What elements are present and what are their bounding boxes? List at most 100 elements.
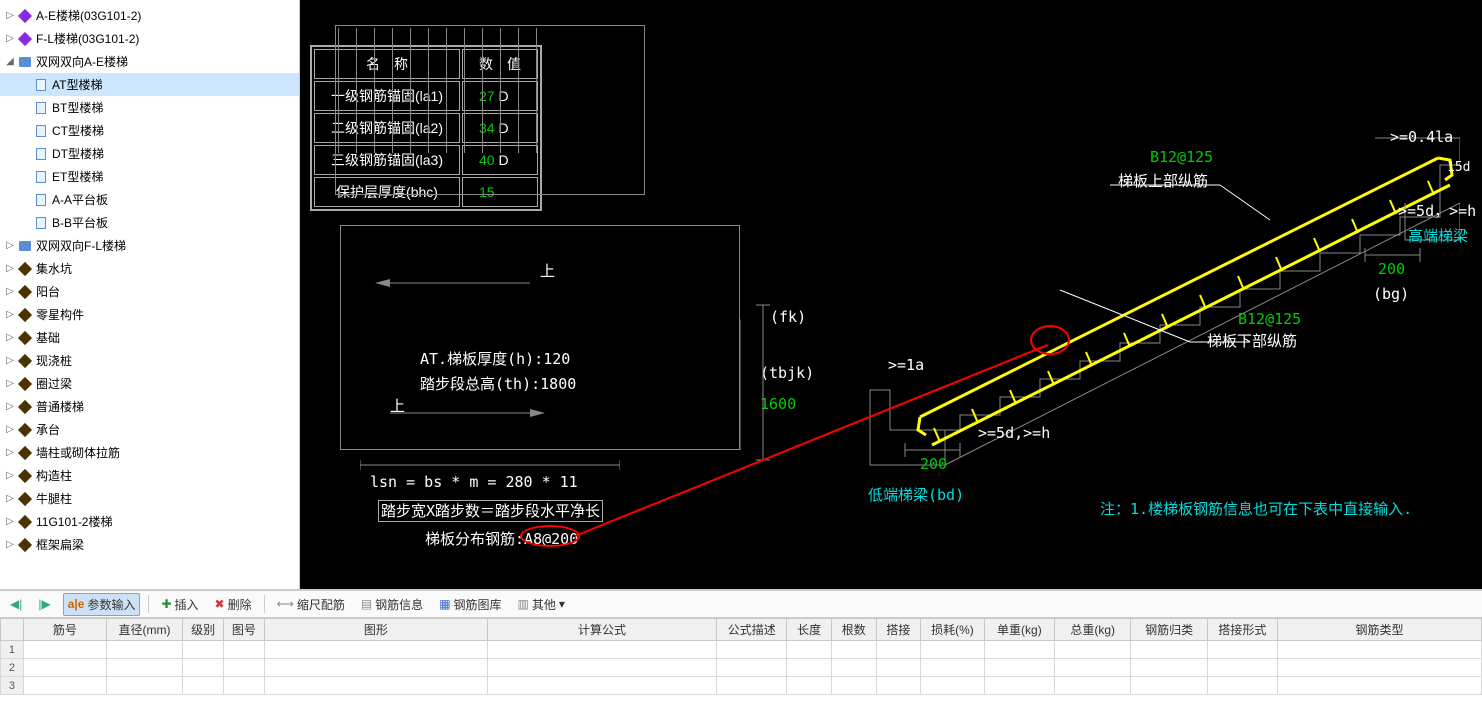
grid-cell[interactable] <box>106 659 182 677</box>
tree-item[interactable]: ▷普通楼梯 <box>0 395 299 418</box>
grid-cell[interactable] <box>224 677 265 695</box>
grid-header[interactable]: 图形 <box>264 619 487 641</box>
grid-cell[interactable] <box>1277 641 1481 659</box>
row-number[interactable]: 1 <box>1 641 24 659</box>
grid-cell[interactable] <box>717 677 787 695</box>
grid-cell[interactable] <box>921 677 985 695</box>
tree-toggle-icon[interactable]: ▷ <box>4 286 16 298</box>
grid-cell[interactable] <box>23 641 106 659</box>
grid-header[interactable]: 根数 <box>831 619 876 641</box>
tree-toggle-icon[interactable]: ◢ <box>4 56 16 68</box>
tree-item[interactable]: ET型楼梯 <box>0 165 299 188</box>
grid-cell[interactable] <box>1054 641 1130 659</box>
grid-cell[interactable] <box>1207 659 1277 677</box>
grid-cell[interactable] <box>787 641 832 659</box>
grid-header[interactable]: 钢筋归类 <box>1131 619 1207 641</box>
tree-toggle-icon[interactable]: ▷ <box>4 263 16 275</box>
grid-cell[interactable] <box>106 677 182 695</box>
tree-toggle-icon[interactable]: ▷ <box>4 539 16 551</box>
tree-item[interactable]: A-A平台板 <box>0 188 299 211</box>
tree-item[interactable]: ▷集水坑 <box>0 257 299 280</box>
tree-item[interactable]: ▷零星构件 <box>0 303 299 326</box>
tree-item[interactable]: ▷墙柱或砌体拉筋 <box>0 441 299 464</box>
tree-toggle-icon[interactable]: ▷ <box>4 447 16 459</box>
tree-item[interactable]: ▷A-E楼梯(03G101-2) <box>0 4 299 27</box>
grid-cell[interactable] <box>1131 641 1207 659</box>
tree-item[interactable]: ▷现浇桩 <box>0 349 299 372</box>
grid-header[interactable]: 单重(kg) <box>984 619 1054 641</box>
grid-cell[interactable] <box>106 641 182 659</box>
tree-item[interactable]: ▷F-L楼梯(03G101-2) <box>0 27 299 50</box>
tree-toggle-icon[interactable]: ▷ <box>4 401 16 413</box>
grid-header[interactable]: 计算公式 <box>487 619 716 641</box>
grid-cell[interactable] <box>787 659 832 677</box>
tree-item[interactable]: ▷承台 <box>0 418 299 441</box>
grid-cell[interactable] <box>831 659 876 677</box>
grid-cell[interactable] <box>1277 659 1481 677</box>
ruler-button[interactable]: ⟷缩尺配筋 <box>273 594 349 615</box>
rebar-lib-button[interactable]: ▦钢筋图库 <box>435 594 505 615</box>
row-number[interactable]: 3 <box>1 677 24 695</box>
grid-cell[interactable] <box>487 677 716 695</box>
grid-cell[interactable] <box>831 677 876 695</box>
tree-toggle-icon[interactable]: ▷ <box>4 309 16 321</box>
tree-item[interactable]: ◢双网双向A-E楼梯 <box>0 50 299 73</box>
tree-toggle-icon[interactable] <box>20 194 32 206</box>
tree-item[interactable]: B-B平台板 <box>0 211 299 234</box>
tree-item[interactable]: ▷框架扁梁 <box>0 533 299 556</box>
grid-header[interactable]: 公式描述 <box>717 619 787 641</box>
grid-cell[interactable] <box>876 659 921 677</box>
rebar-info-button[interactable]: ▤钢筋信息 <box>357 594 427 615</box>
tree-item[interactable]: ▷牛腿柱 <box>0 487 299 510</box>
grid-header[interactable]: 直径(mm) <box>106 619 182 641</box>
grid-cell[interactable] <box>1131 677 1207 695</box>
tree-toggle-icon[interactable]: ▷ <box>4 10 16 22</box>
tree-item[interactable]: DT型楼梯 <box>0 142 299 165</box>
grid-cell[interactable] <box>23 677 106 695</box>
tree-toggle-icon[interactable] <box>20 125 32 137</box>
tree-toggle-icon[interactable]: ▷ <box>4 332 16 344</box>
grid-cell[interactable] <box>183 659 224 677</box>
grid-cell[interactable] <box>1207 641 1277 659</box>
grid-cell[interactable] <box>1054 659 1130 677</box>
tree-toggle-icon[interactable]: ▷ <box>4 33 16 45</box>
grid-cell[interactable] <box>264 641 487 659</box>
tree-item[interactable]: ▷基础 <box>0 326 299 349</box>
tree-toggle-icon[interactable] <box>20 217 32 229</box>
param-input-button[interactable]: a|e 参数输入 <box>63 593 141 616</box>
tree-toggle-icon[interactable]: ▷ <box>4 378 16 390</box>
grid-cell[interactable] <box>984 659 1054 677</box>
grid-cell[interactable] <box>487 641 716 659</box>
grid-cell[interactable] <box>264 677 487 695</box>
insert-button[interactable]: ✚插入 <box>157 594 202 615</box>
grid-cell[interactable] <box>183 677 224 695</box>
cad-viewport[interactable]: 名 称 数 值 一级钢筋锚固(la1)27 D二级钢筋锚固(la2)34 D三级… <box>300 0 1482 589</box>
other-button[interactable]: ▥其他 ▾ <box>514 594 569 615</box>
grid-cell[interactable] <box>984 677 1054 695</box>
grid-cell[interactable] <box>921 641 985 659</box>
grid-cell[interactable] <box>717 659 787 677</box>
grid-header[interactable]: 搭接 <box>876 619 921 641</box>
tree-item[interactable]: ▷双网双向F-L楼梯 <box>0 234 299 257</box>
tree-toggle-icon[interactable] <box>20 79 32 91</box>
tree-toggle-icon[interactable] <box>20 102 32 114</box>
grid-cell[interactable] <box>921 659 985 677</box>
grid-header[interactable]: 总重(kg) <box>1054 619 1130 641</box>
grid-cell[interactable] <box>487 659 716 677</box>
tree-toggle-icon[interactable]: ▷ <box>4 470 16 482</box>
grid-cell[interactable] <box>717 641 787 659</box>
grid-cell[interactable] <box>23 659 106 677</box>
grid-header[interactable]: 搭接形式 <box>1207 619 1277 641</box>
grid-cell[interactable] <box>224 659 265 677</box>
tree-item[interactable]: AT型楼梯 <box>0 73 299 96</box>
grid-cell[interactable] <box>876 677 921 695</box>
tree-toggle-icon[interactable]: ▷ <box>4 424 16 436</box>
tree-item[interactable]: CT型楼梯 <box>0 119 299 142</box>
nav-last-button[interactable]: |▶ <box>34 595 54 613</box>
grid-cell[interactable] <box>1054 677 1130 695</box>
grid-header[interactable]: 级别 <box>183 619 224 641</box>
tree-toggle-icon[interactable]: ▷ <box>4 240 16 252</box>
grid-header[interactable]: 损耗(%) <box>921 619 985 641</box>
grid-cell[interactable] <box>264 659 487 677</box>
grid-cell[interactable] <box>183 641 224 659</box>
